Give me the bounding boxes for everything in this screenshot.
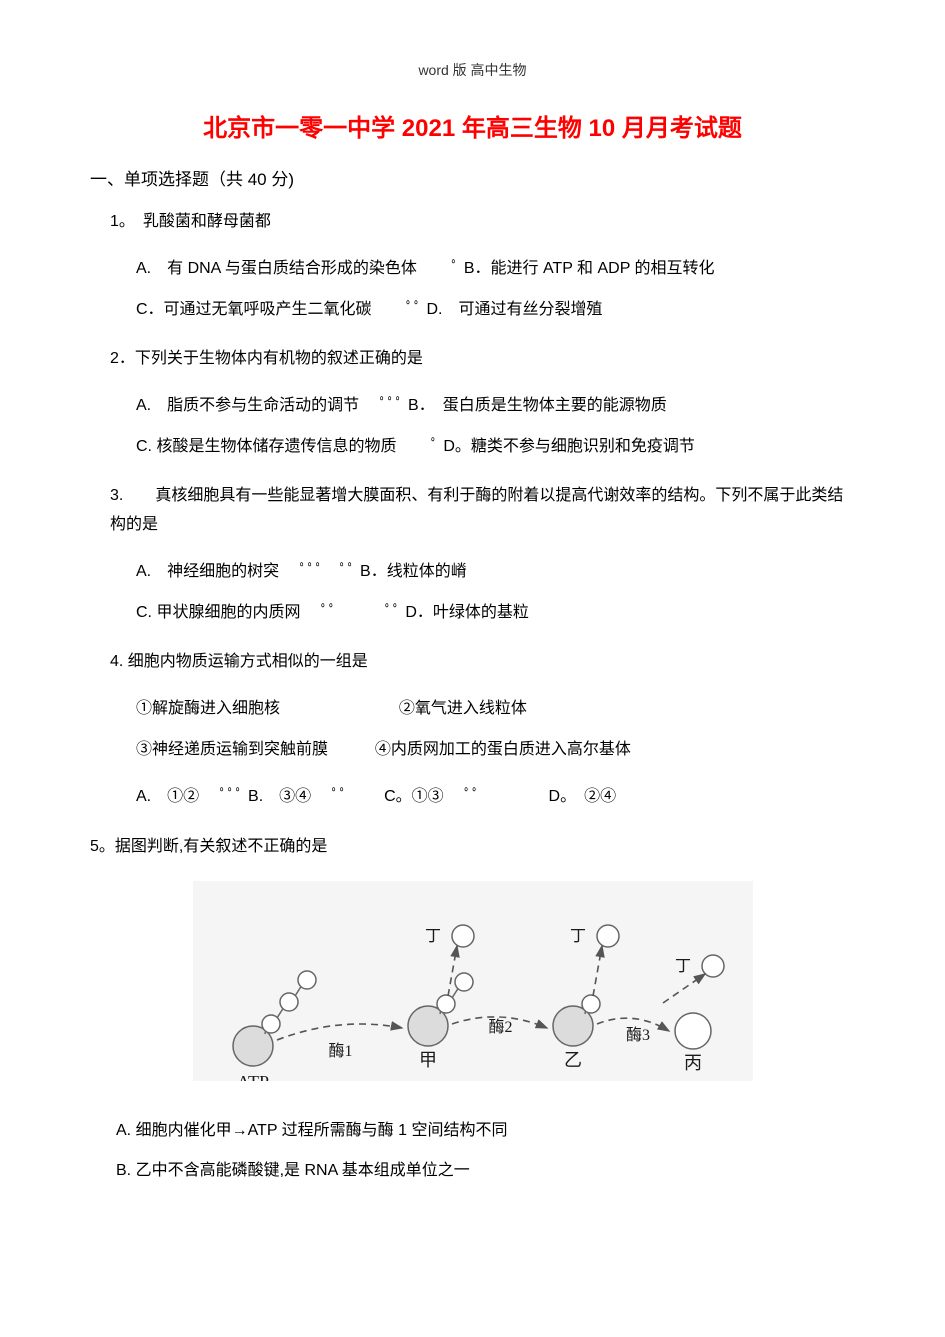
q1-options: A. 有 DNA 与蛋白质结合形成的染色体 ﾟ B．能进行 ATP 和 ADP … <box>136 251 855 327</box>
q2-optA: A. 脂质不参与生命活动的调节 <box>136 397 359 414</box>
q4-optA: A. ①② <box>136 788 199 805</box>
q2-optC: C. 核酸是生物体储存遗传信息的物质 <box>136 438 396 455</box>
q4-item4: ④内质网加工的蛋白质进入高尔基体 <box>375 741 631 758</box>
q2-optD: D。糖类不参与细胞识别和免疫调节 <box>443 438 695 455</box>
q5-optB: B. 乙中不含高能磷酸键,是 RNA 基本组成单位之一 <box>116 1156 855 1180</box>
q1-optB: B．能进行 ATP 和 ADP 的相互转化 <box>464 260 715 277</box>
q3-stem: 3. 真核细胞具有一些能显著增大膜面积、有利于酶的附着以提高代谢效率的结构。下列… <box>110 482 855 540</box>
svg-text:丙: 丙 <box>684 1053 702 1073</box>
question-4: 4. 细胞内物质运输方式相似的一组是 ①解旋酶进入细胞核 ②氧气进入线粒体 ③神… <box>110 648 855 814</box>
question-3: 3. 真核细胞具有一些能显著增大膜面积、有利于酶的附着以提高代谢效率的结构。下列… <box>90 482 855 630</box>
question-1: 1。 乳酸菌和酵母菌都 A. 有 DNA 与蛋白质结合形成的染色体 ﾟ B．能进… <box>110 208 855 327</box>
q5-stem: 5。据图判断,有关叙述不正确的是 <box>90 833 855 862</box>
svg-text:酶3: 酶3 <box>625 1026 649 1044</box>
question-2: 2．下列关于生物体内有机物的叙述正确的是 A. 脂质不参与生命活动的调节 ﾟﾟﾟ… <box>110 345 855 464</box>
q3-optC: C. 甲状腺细胞的内质网 <box>136 604 300 621</box>
svg-text:丁: 丁 <box>424 928 440 945</box>
q4-optB: B. ③④ <box>248 788 311 805</box>
question-5: 5。据图判断,有关叙述不正确的是 <box>90 833 855 862</box>
section-heading: 一、单项选择题（共 40 分) <box>90 165 855 190</box>
q4-item1: ①解旋酶进入细胞核 <box>136 700 280 717</box>
exam-title: 北京市一零一中学 2021 年高三生物 10 月月考试题 <box>90 108 855 143</box>
q4-item3: ③神经递质运输到突触前膜 <box>136 741 328 758</box>
q5-diagram: ATP甲乙丙丁丁丁酶1酶2酶3 <box>90 881 855 1086</box>
q4-stem: 4. 细胞内物质运输方式相似的一组是 <box>110 648 855 677</box>
svg-text:酶2: 酶2 <box>488 1018 512 1036</box>
q1-optA: A. 有 DNA 与蛋白质结合形成的染色体 <box>136 260 417 277</box>
svg-text:丁: 丁 <box>674 958 690 975</box>
header-meta: word 版 高中生物 <box>90 60 855 80</box>
q4-item2: ②氧气进入线粒体 <box>399 700 527 717</box>
q4-optC: C。①③ <box>384 788 444 805</box>
q2-options: A. 脂质不参与生命活动的调节 ﾟﾟﾟ B． 蛋白质是生物体主要的能源物质 C.… <box>136 388 855 464</box>
svg-text:丁: 丁 <box>569 928 585 945</box>
svg-text:乙: 乙 <box>564 1050 582 1070</box>
svg-text:ATP: ATP <box>236 1072 268 1081</box>
q4-items: ①解旋酶进入细胞核 ②氧气进入线粒体 ③神经递质运输到突触前膜 ④内质网加工的蛋… <box>136 691 855 767</box>
svg-text:甲: 甲 <box>419 1050 437 1070</box>
q1-stem: 1。 乳酸菌和酵母菌都 <box>110 208 855 237</box>
q3-optD: D．叶绿体的基粒 <box>405 604 529 621</box>
q3-options: A. 神经细胞的树突 ﾟﾟﾟ ﾟﾟ B．线粒体的嵴 C. 甲状腺细胞的内质网 ﾟ… <box>136 554 855 630</box>
q2-stem: 2．下列关于生物体内有机物的叙述正确的是 <box>110 345 855 374</box>
q1-optD: D. 可通过有丝分裂增殖 <box>426 301 602 318</box>
q3-optB: B．线粒体的嵴 <box>360 563 467 580</box>
q4-optD: D。 ②④ <box>549 788 617 805</box>
q2-optB: B． 蛋白质是生物体主要的能源物质 <box>408 397 667 414</box>
svg-text:酶1: 酶1 <box>328 1042 352 1060</box>
q3-optA: A. 神经细胞的树突 <box>136 563 279 580</box>
q4-options: A. ①② ﾟﾟﾟ B. ③④ ﾟﾟ C。①③ ﾟﾟ D。 ②④ <box>136 779 855 814</box>
q5-optA: A. 细胞内催化甲→ATP 过程所需酶与酶 1 空间结构不同 <box>116 1116 855 1140</box>
q1-optC: C．可通过无氧呼吸产生二氧化碳 <box>136 301 372 318</box>
enzyme-diagram-svg: ATP甲乙丙丁丁丁酶1酶2酶3 <box>193 881 753 1081</box>
